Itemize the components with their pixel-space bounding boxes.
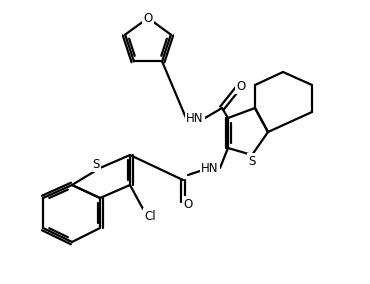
Text: O: O [144,11,153,24]
Text: HN: HN [201,162,219,174]
Text: S: S [248,154,256,168]
Text: O: O [236,80,246,93]
Text: S: S [92,158,100,170]
Text: O: O [184,197,193,210]
Text: Cl: Cl [144,210,156,222]
Text: HN: HN [186,112,204,124]
